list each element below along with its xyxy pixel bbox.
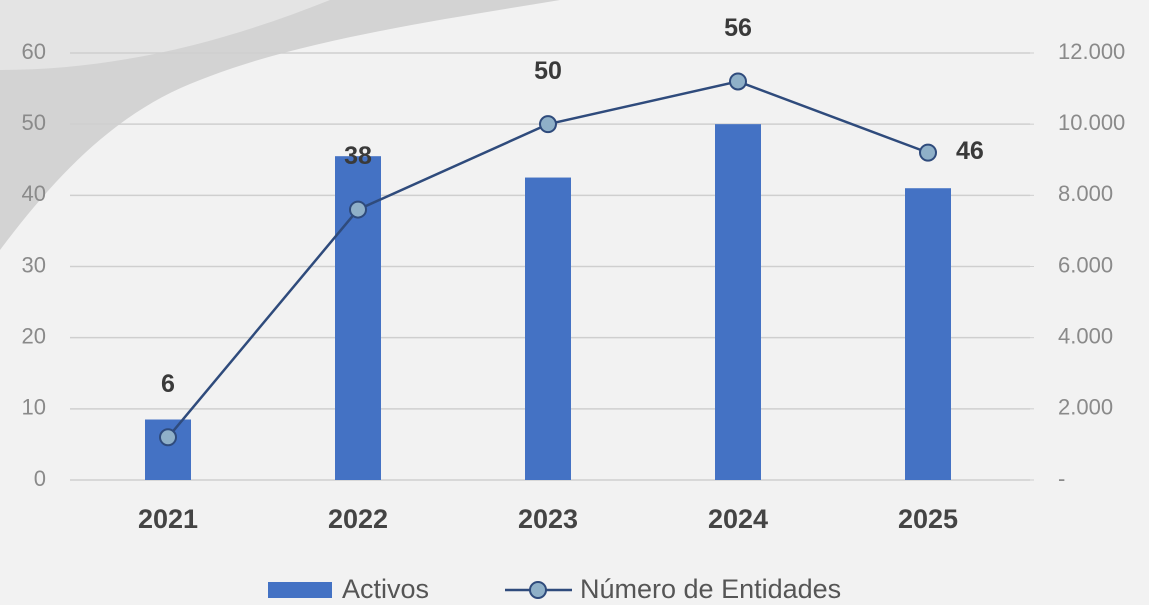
- x-tick-label: 2024: [708, 504, 768, 534]
- y2-tick-label: 4.000: [1058, 323, 1113, 348]
- y2-tick-label: 8.000: [1058, 181, 1113, 206]
- y-tick-label: 0: [34, 466, 46, 491]
- y2-tick-label: 2.000: [1058, 395, 1113, 420]
- x-tick-label: 2022: [328, 504, 388, 534]
- bar: [525, 177, 571, 480]
- x-tick-label: 2023: [518, 504, 578, 534]
- x-tick-label: 2021: [138, 504, 198, 534]
- y2-tick-label: -: [1058, 466, 1065, 491]
- y-tick-label: 40: [22, 181, 46, 206]
- decor-swoosh: [0, 0, 560, 250]
- y2-tick-label: 10.000: [1058, 110, 1125, 135]
- y2-tick-label: 12.000: [1058, 39, 1125, 64]
- y-tick-label: 10: [22, 395, 46, 420]
- y-tick-label: 20: [22, 323, 46, 348]
- line-marker: [349, 200, 367, 219]
- line-marker: [539, 115, 557, 134]
- legend-marker: [529, 581, 547, 599]
- data-label: 6: [161, 370, 175, 398]
- data-label: 46: [956, 137, 984, 165]
- line-marker: [919, 143, 937, 162]
- line-marker: [729, 72, 747, 91]
- line-marker: [159, 428, 177, 447]
- bar: [905, 188, 951, 480]
- y-tick-label: 30: [22, 252, 46, 277]
- data-label: 50: [534, 57, 562, 85]
- legend-label: Activos: [342, 574, 429, 604]
- legend-swatch: [268, 582, 332, 598]
- bar: [715, 124, 761, 481]
- data-label: 38: [344, 142, 372, 170]
- legend-label: Número de Entidades: [580, 574, 841, 604]
- x-tick-label: 2025: [898, 504, 958, 534]
- y-tick-label: 60: [22, 39, 46, 64]
- y2-tick-label: 6.000: [1058, 252, 1113, 277]
- y-tick-label: 50: [22, 110, 46, 135]
- data-label: 56: [724, 14, 752, 42]
